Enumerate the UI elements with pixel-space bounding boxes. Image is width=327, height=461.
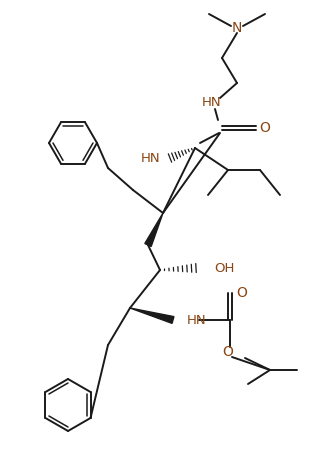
Text: OH: OH [214, 261, 234, 274]
Polygon shape [145, 213, 163, 247]
Text: O: O [223, 345, 233, 359]
Polygon shape [130, 308, 174, 323]
Text: N: N [232, 21, 242, 35]
Text: HN: HN [140, 152, 160, 165]
Text: HN: HN [187, 313, 207, 326]
Text: O: O [260, 121, 270, 135]
Text: HN: HN [202, 96, 222, 110]
Text: O: O [236, 286, 248, 300]
